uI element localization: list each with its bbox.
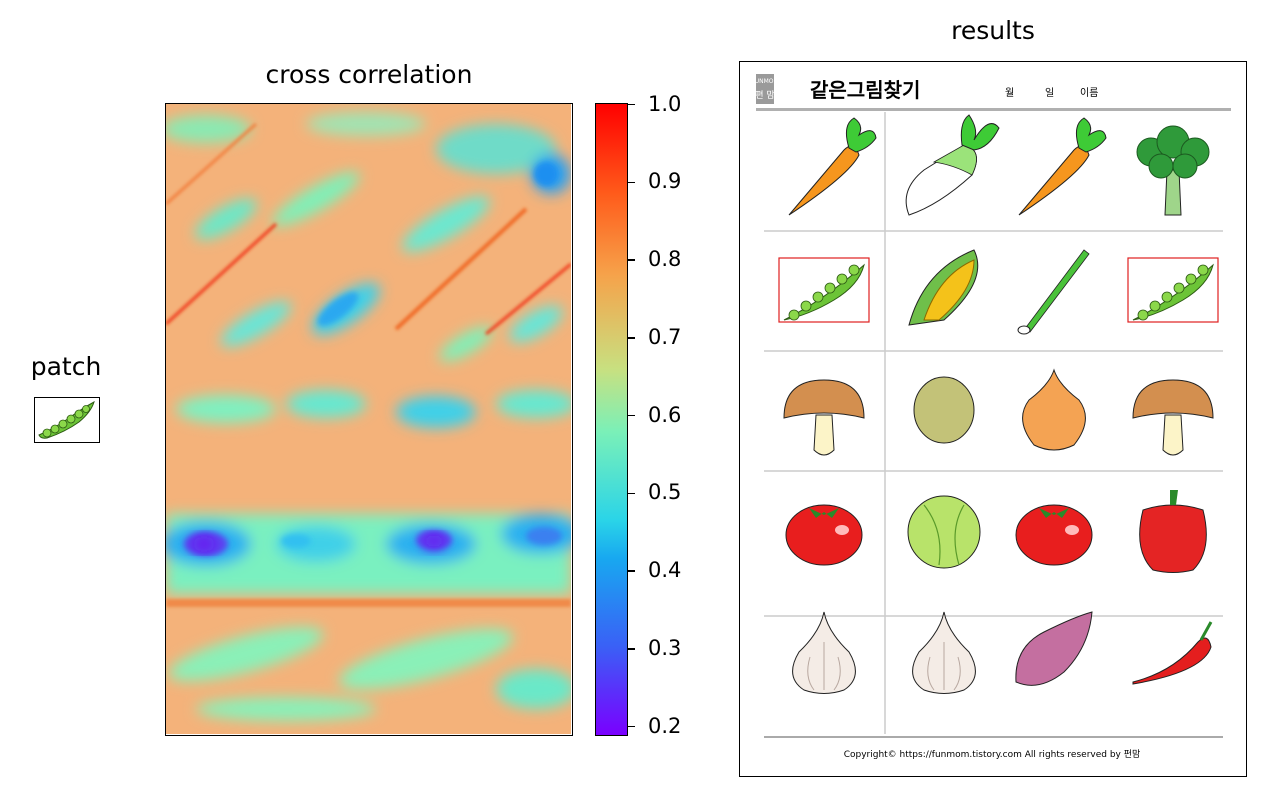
colorbar-tick [628, 337, 635, 339]
brand-bottom-text: 편 맘 [755, 89, 774, 101]
mushroom-icon [783, 379, 865, 456]
peapod-icon [1132, 263, 1214, 321]
garlic-icon [792, 611, 856, 694]
peapod-icon [783, 263, 865, 321]
match-highlight-box [1127, 257, 1219, 323]
results-title: results [951, 16, 1035, 45]
worksheet-title: 같은그림찾기 [810, 78, 920, 102]
worksheet-cells [778, 114, 1219, 694]
radish-icon [905, 114, 1000, 216]
patch-title: patch [30, 352, 102, 381]
mushroom-icon [1132, 379, 1214, 456]
heatmap-svg [166, 104, 572, 734]
colorbar-tick [628, 570, 635, 572]
results-image: FUNMOM 편 맘 같은그림찾기 월 일 이름 Copyright© http… [739, 61, 1247, 777]
colorbar-tick-label: 0.3 [648, 635, 682, 660]
worksheet-grid [764, 112, 1223, 738]
onion-icon [1022, 368, 1086, 451]
carrot-icon [788, 117, 877, 216]
colorbar-tick-label: 1.0 [648, 91, 682, 116]
colorbar-tick [628, 725, 635, 728]
broccoli-icon [1136, 125, 1210, 216]
sweet-potato-icon [1015, 611, 1093, 686]
brand-box [756, 74, 774, 104]
garlic-icon [912, 611, 976, 694]
corn-icon [908, 249, 979, 326]
colorbar-tick [628, 414, 635, 417]
cabbage-icon [907, 495, 981, 569]
heatmap-plot [165, 103, 573, 736]
worksheet-svg: FUNMOM 편 맘 같은그림찾기 월 일 이름 Copyright© http… [751, 74, 1231, 760]
colorbar-tick [628, 492, 635, 495]
colorbar-tick [628, 648, 635, 650]
bell-pepper-icon [1139, 490, 1207, 573]
brand-top-text: FUNMOM [751, 78, 778, 85]
month-label: 월 [1005, 87, 1014, 99]
name-label: 이름 [1080, 87, 1098, 99]
peapod-icon [38, 400, 95, 439]
day-label: 일 [1045, 87, 1054, 99]
colorbar-tick [628, 103, 635, 106]
colorbar-tick-label: 0.8 [648, 247, 682, 272]
patch-image [34, 397, 100, 443]
colorbar-tick-label: 0.9 [648, 169, 682, 194]
colorbar-tick-label: 0.4 [648, 558, 682, 583]
colorbar [595, 103, 628, 736]
colorbar-tick [628, 181, 635, 184]
colorbar-tick [628, 259, 635, 261]
colorbar-tick-label: 0.2 [648, 713, 682, 738]
carrot-icon [1018, 117, 1107, 216]
colorbar-tick-label: 0.5 [648, 480, 682, 505]
tomato-icon [785, 504, 863, 566]
green-onion-icon [1017, 249, 1090, 335]
colorbar-tick-label: 0.7 [648, 324, 682, 349]
colorbar-tick-label: 0.6 [648, 402, 682, 427]
potato-icon [913, 376, 975, 444]
match-highlight-box [778, 257, 870, 323]
heatmap-title: cross correlation [265, 60, 473, 89]
chili-pepper-icon [1132, 621, 1213, 685]
worksheet-footer: Copyright© https://funmom.tistory.com Al… [844, 749, 1141, 760]
tomato-icon [1015, 504, 1093, 566]
